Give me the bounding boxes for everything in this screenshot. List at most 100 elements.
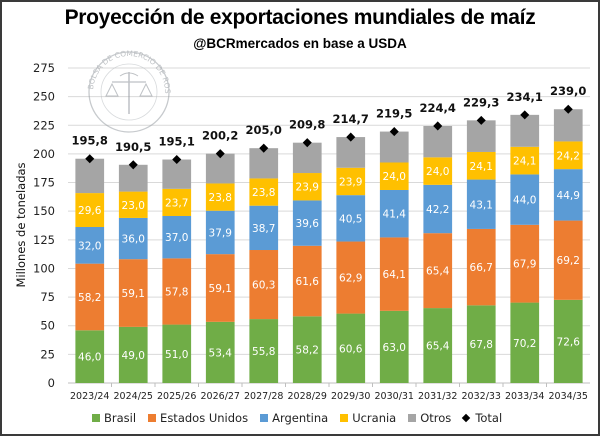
data-label: 67,8 xyxy=(470,339,493,351)
x-tick-label: 2032/33 xyxy=(462,391,501,402)
diamond-icon xyxy=(462,413,471,423)
data-label: 24,0 xyxy=(383,171,406,183)
data-label: 39,6 xyxy=(296,218,320,230)
data-label: 43,1 xyxy=(470,199,493,211)
bar-segment-estados-unidos xyxy=(466,228,496,306)
data-label: 32,0 xyxy=(78,240,101,252)
data-label: 23,8 xyxy=(252,187,275,199)
data-label: 37,9 xyxy=(209,227,232,239)
bar-stack: 55,8 60,3 38,7 23,8 205,0 xyxy=(246,123,282,383)
legend-swatch xyxy=(408,414,417,422)
bar-segment-estados-unidos xyxy=(336,241,366,314)
bar-segment-ucrania xyxy=(292,173,322,201)
bar-stack: 51,0 57,8 37,0 23,7 195,1 xyxy=(159,135,195,383)
data-label: 23,7 xyxy=(165,197,188,209)
bar-segment-estados-unidos xyxy=(292,245,322,317)
bar-segment-brasil xyxy=(205,321,235,383)
bar-segment-argentina xyxy=(466,179,496,229)
bar-segment-estados-unidos xyxy=(75,263,105,331)
legend-swatch xyxy=(148,414,157,422)
bar-segment-argentina xyxy=(423,184,453,234)
x-tick-label: 2030/31 xyxy=(375,391,414,402)
bar-segment-otros xyxy=(423,125,453,158)
bar-stack: 63,0 64,1 41,4 24,0 219,5 xyxy=(376,107,412,383)
bar-segment-brasil xyxy=(466,305,496,383)
bar-segment-brasil xyxy=(336,313,366,383)
x-axis-ticks: 2023/24 2024/25 2025/26 2026/27 2027/28 2028/… xyxy=(70,383,588,402)
bar-segment-argentina xyxy=(292,200,322,246)
data-label: 58,2 xyxy=(296,345,319,357)
data-label: 37,0 xyxy=(165,232,188,244)
total-label: 190,5 xyxy=(115,140,151,154)
svg-text:BOLSA DE COMERCIO DE ROSARIO: BOLSA DE COMERCIO DE ROSARIO xyxy=(0,0,172,94)
bar-segment-estados-unidos xyxy=(423,233,453,309)
bars: 46,0 58,2 32,0 29,6 195,8 49,0 59,1 36,0 23,0 190… xyxy=(72,84,586,383)
legend-item-total: Total xyxy=(462,411,502,425)
data-label: 24,1 xyxy=(513,156,536,168)
bar-stack: 46,0 58,2 32,0 29,6 195,8 xyxy=(72,134,108,383)
data-label: 23,9 xyxy=(296,182,319,194)
legend-swatch xyxy=(260,414,269,422)
y-tick-label: 75 xyxy=(40,290,55,304)
bar-segment-otros xyxy=(553,109,583,142)
data-label: 63,0 xyxy=(383,342,406,354)
data-label: 70,2 xyxy=(513,338,536,350)
legend-item-otros: Otros xyxy=(408,411,451,425)
data-label: 60,6 xyxy=(339,343,363,355)
data-label: 29,6 xyxy=(78,205,102,217)
bar-stack: 70,2 67,9 44,0 24,1 234,1 xyxy=(507,90,543,383)
total-label: 200,2 xyxy=(202,129,238,143)
data-label: 38,7 xyxy=(252,223,275,235)
bar-segment-ucrania xyxy=(510,146,540,175)
data-label: 59,1 xyxy=(122,288,145,300)
bar-segment-estados-unidos xyxy=(249,250,279,320)
watermark-seal: BOLSA DE COMERCIO DE ROSARIO xyxy=(0,0,172,133)
y-axis-label: Millones de toneladas xyxy=(14,162,28,287)
x-tick-label: 2026/27 xyxy=(201,391,240,402)
y-tick-label: 125 xyxy=(33,233,55,247)
legend-item-brasil: Brasil xyxy=(92,411,136,425)
data-label: 44,9 xyxy=(557,190,580,202)
y-axis-ticks: 0 25 50 75 100 125 150 175 200 225 250 275 xyxy=(33,61,55,390)
data-label: 41,4 xyxy=(383,209,407,221)
total-label: 229,3 xyxy=(463,95,499,109)
bar-segment-argentina xyxy=(336,195,366,242)
data-label: 69,2 xyxy=(557,255,580,267)
data-label: 44,0 xyxy=(513,195,536,207)
bar-segment-argentina xyxy=(249,205,279,251)
total-label: 234,1 xyxy=(507,90,543,104)
bar-stack: 65,4 65,4 42,2 24,0 224,4 xyxy=(420,101,456,383)
y-tick-label: 275 xyxy=(33,61,55,75)
total-marker xyxy=(433,121,443,131)
bar-segment-ucrania xyxy=(162,188,192,216)
bar-segment-brasil xyxy=(162,324,192,383)
bar-segment-argentina xyxy=(553,169,583,221)
bar-segment-estados-unidos xyxy=(553,220,583,300)
bar-segment-argentina xyxy=(118,217,148,260)
data-label: 46,0 xyxy=(78,352,101,364)
y-tick-label: 150 xyxy=(33,204,55,218)
total-marker xyxy=(215,149,225,159)
bar-segment-argentina xyxy=(510,174,540,225)
total-label: 209,8 xyxy=(289,118,325,132)
x-tick-label: 2031/32 xyxy=(418,391,457,402)
y-tick-label: 50 xyxy=(40,319,55,333)
bar-stack: 72,6 69,2 44,9 24,2 239,0 xyxy=(550,84,586,383)
bar-segment-ucrania xyxy=(118,191,148,218)
x-tick-label: 2033/34 xyxy=(505,391,544,402)
bar-segment-otros xyxy=(249,148,279,179)
data-label: 24,0 xyxy=(426,166,449,178)
data-label: 61,6 xyxy=(296,276,320,288)
total-label: 219,5 xyxy=(376,107,412,121)
bar-segment-ucrania xyxy=(553,141,583,170)
total-label: 224,4 xyxy=(420,101,456,115)
bar-segment-ucrania xyxy=(423,157,453,185)
bar-segment-otros xyxy=(510,114,540,147)
legend: Brasil Estados Unidos Argentina Ucrania Otro… xyxy=(92,411,502,425)
bar-segment-argentina xyxy=(162,215,192,259)
data-label: 57,8 xyxy=(165,286,188,298)
x-tick-label: 2024/25 xyxy=(114,391,153,402)
bar-segment-otros xyxy=(336,137,366,168)
bar-segment-estados-unidos xyxy=(118,259,148,327)
